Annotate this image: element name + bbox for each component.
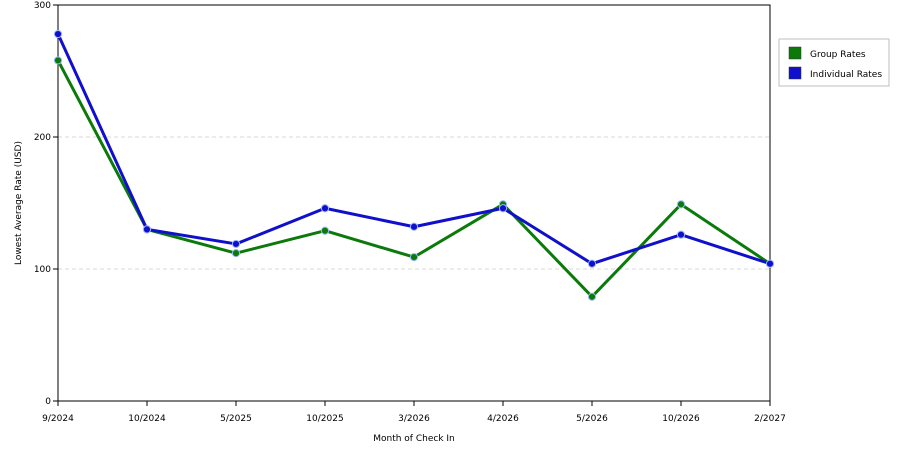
data-point[interactable] [53,29,63,39]
ticks-layer: 0 100 200 300 9/2024 10/2024 5/2025 10/2025 3/20… [34,1,786,424]
grid-layer [58,136,770,270]
y-tick-label: 300 [34,1,51,11]
series-line [56,58,772,299]
x-tick-label: 9/2024 [42,414,74,424]
x-axis-title: Month of Check In [373,434,455,444]
data-point[interactable] [142,225,152,234]
data-point[interactable] [231,249,241,258]
x-tick-label: 10/2026 [662,414,700,424]
data-point[interactable] [676,200,686,209]
series-layer [53,29,775,301]
y-tick-label: 0 [45,397,51,407]
data-point[interactable] [765,259,775,268]
x-tick-label: 2/2027 [754,414,786,424]
x-tick-label: 5/2025 [220,414,252,424]
data-point[interactable] [231,239,241,249]
data-point[interactable] [587,292,597,301]
data-point[interactable] [409,253,419,262]
data-point[interactable] [53,56,63,65]
x-tick-label: 5/2026 [576,414,608,424]
legend-swatch [788,66,802,80]
y-tick-label: 200 [34,133,51,143]
legend-label: Group Rates [810,50,866,60]
plot-frame [57,4,771,402]
series-group-rates [53,56,775,301]
legend-label: Individual Rates [810,70,882,80]
legend: Group Rates Individual Rates [778,38,890,87]
data-point[interactable] [409,222,419,231]
x-tick-label: 3/2026 [398,414,430,424]
data-point[interactable] [320,204,330,213]
data-point[interactable] [498,204,508,213]
data-point[interactable] [587,259,597,268]
legend-swatch [788,46,802,60]
data-point[interactable] [320,226,330,235]
data-point[interactable] [676,230,686,239]
series-individual-rates [53,29,775,268]
x-tick-label: 4/2026 [487,414,519,424]
x-tick-label: 10/2025 [306,414,343,424]
y-axis-title: Lowest Average Rate (USD) [14,141,24,265]
y-tick-label: 100 [34,265,51,275]
x-tick-label: 10/2024 [128,414,166,424]
axes-layer [57,4,771,402]
